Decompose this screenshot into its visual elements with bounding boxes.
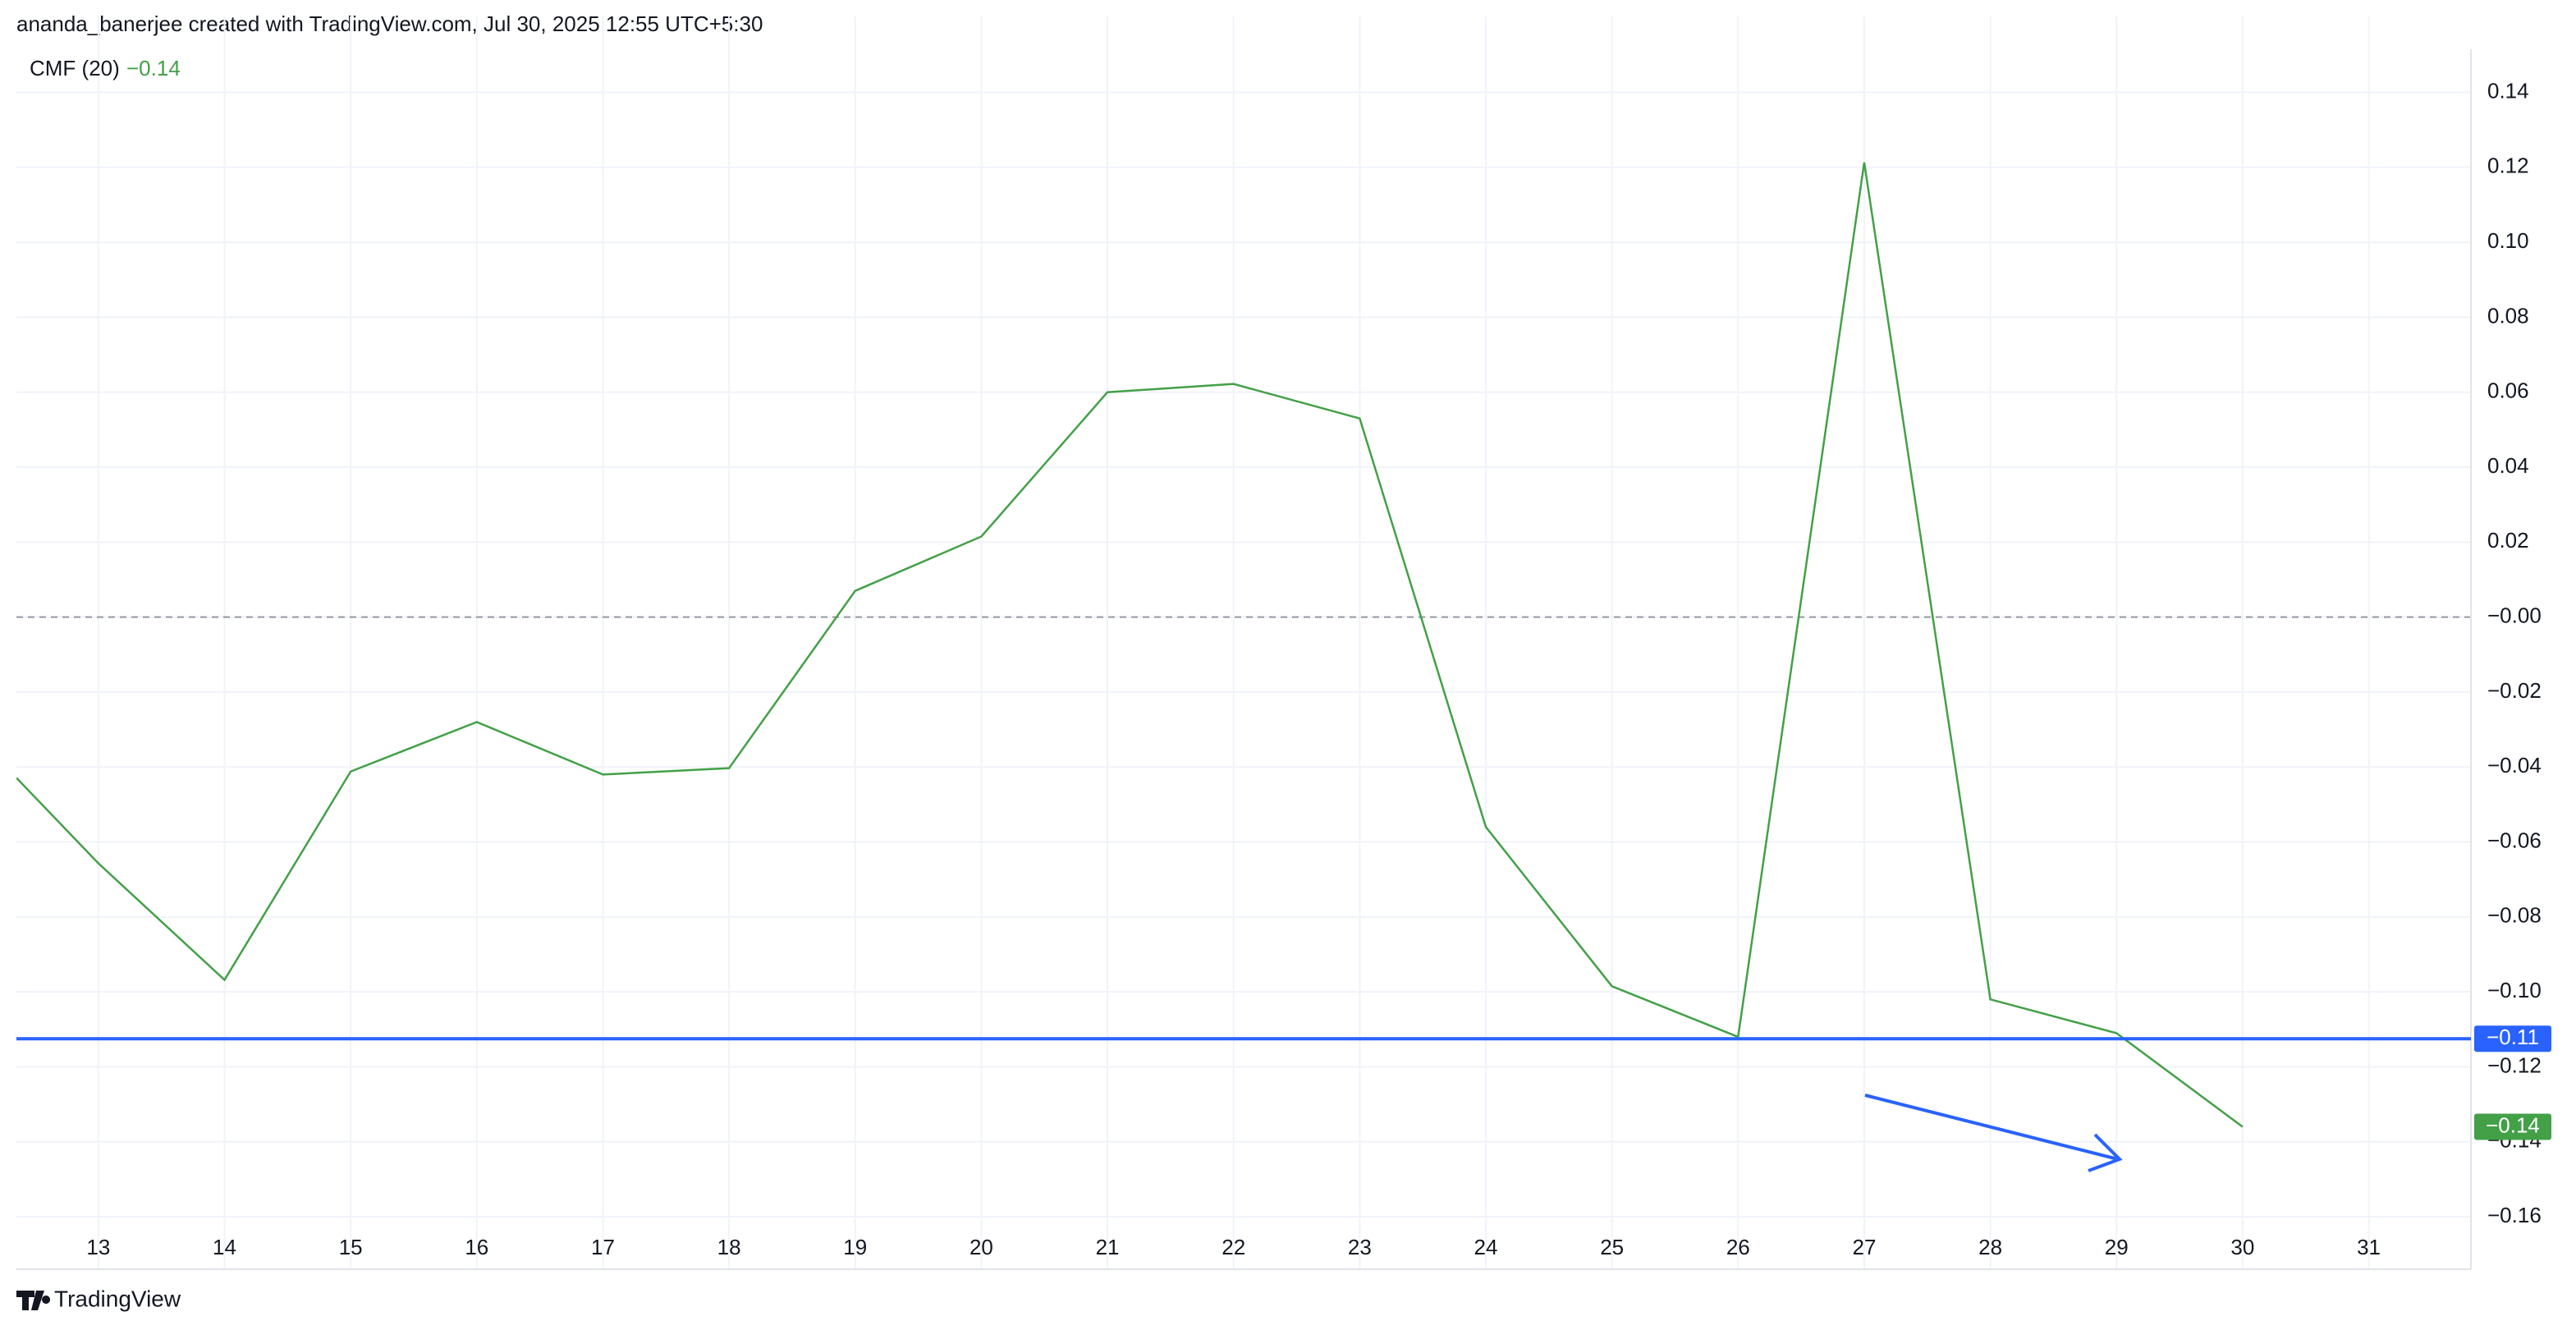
x-tick-label: 31	[2357, 1235, 2381, 1259]
x-tick-label: 13	[86, 1235, 110, 1259]
y-tick-label: −0.16	[2487, 1203, 2542, 1227]
x-tick-label: 17	[591, 1235, 615, 1259]
x-tick-label: 19	[843, 1235, 867, 1259]
x-tick-label: 29	[2105, 1235, 2129, 1259]
last-value-label: −0.14	[2486, 1112, 2540, 1137]
footer: TradingView	[54, 1286, 181, 1311]
y-tick-label: 0.02	[2487, 528, 2529, 553]
x-tick-label: 15	[339, 1235, 363, 1259]
x-tick-label: 27	[1852, 1235, 1876, 1259]
x-tick-label: 16	[465, 1235, 488, 1259]
x-tick-label: 30	[2230, 1235, 2254, 1259]
hline-label: −0.11	[2487, 1025, 2539, 1049]
y-tick-label: 0.10	[2487, 228, 2529, 253]
x-tick-label: 21	[1096, 1235, 1120, 1259]
plot	[16, 162, 2471, 1128]
y-tick-label: −0.12	[2487, 1053, 2542, 1077]
y-tick-label: 0.04	[2487, 453, 2529, 478]
y-tick-label: 0.06	[2487, 378, 2529, 403]
x-tick-label: 18	[717, 1235, 741, 1259]
header: ananda_banerjee created with TradingView…	[16, 11, 763, 36]
arrow-annotation	[1864, 1094, 2123, 1172]
y-tick-label: −0.04	[2487, 753, 2542, 777]
legend-value: −0.14	[126, 56, 181, 80]
x-tick-label: 22	[1222, 1235, 1245, 1259]
y-tick-label: 0.08	[2487, 303, 2529, 328]
y-tick-label: −0.00	[2487, 603, 2542, 628]
x-tick-label: 26	[1726, 1235, 1750, 1259]
legend-name: CMF (20)	[30, 56, 120, 80]
y-tick-label: 0.14	[2487, 78, 2529, 103]
x-tick-label: 25	[1600, 1235, 1624, 1259]
y-tick-label: −0.02	[2487, 678, 2542, 703]
x-tick-label: 24	[1474, 1235, 1498, 1259]
y-tick-label: −0.08	[2487, 903, 2542, 928]
grid	[16, 16, 2471, 1269]
y-tick-label: −0.06	[2487, 828, 2542, 852]
x-tick-label: 20	[969, 1235, 993, 1259]
cmf-line	[16, 162, 2244, 1128]
footer-logo: TradingView	[16, 1286, 181, 1311]
hline-badge	[2474, 1025, 2551, 1053]
x-tick-label: 14	[213, 1235, 236, 1259]
y-tick-label: 0.12	[2487, 154, 2529, 178]
y-tick-label: −0.10	[2487, 978, 2542, 1002]
last-value-badge	[2474, 1113, 2551, 1140]
x-tick-label: 28	[1978, 1235, 2002, 1259]
x-tick-label: 23	[1348, 1235, 1372, 1259]
